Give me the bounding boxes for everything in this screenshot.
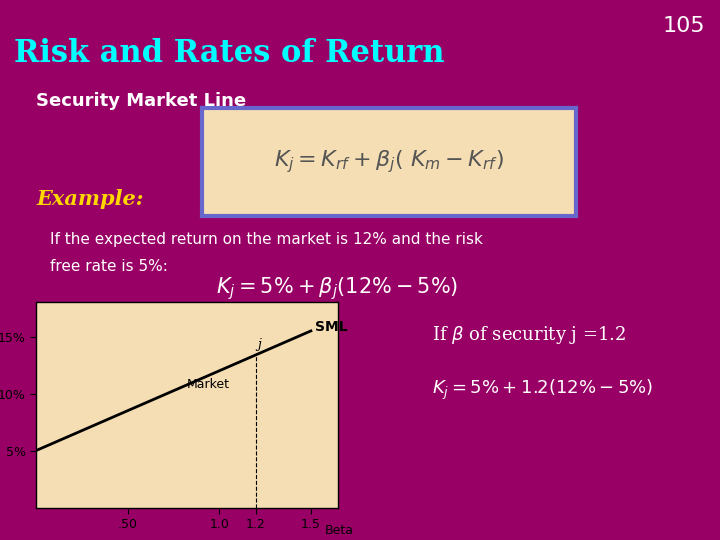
Text: Example:: Example:	[36, 189, 143, 209]
Text: Market: Market	[186, 378, 229, 391]
Text: Risk and Rates of Return: Risk and Rates of Return	[14, 38, 445, 69]
Text: $K_j = 5\%+1.2(12\% - 5\%)$: $K_j = 5\%+1.2(12\% - 5\%)$	[432, 378, 653, 402]
Text: free rate is 5%:: free rate is 5%:	[50, 259, 168, 274]
Text: $K_j  = 5\% + \beta_j(12\% - 5\%)$: $K_j = 5\% + \beta_j(12\% - 5\%)$	[216, 275, 459, 302]
Text: If $\beta$ of security j =1.2: If $\beta$ of security j =1.2	[432, 324, 626, 346]
Text: j: j	[258, 339, 261, 352]
Text: Security Market Line: Security Market Line	[36, 92, 246, 110]
X-axis label: Beta: Beta	[325, 524, 354, 537]
Text: SML: SML	[315, 320, 347, 334]
Text: $K_j  = K_{rf} + \beta_j( \ K_m - K_{rf} )$: $K_j = K_{rf} + \beta_j( \ K_m - K_{rf} …	[274, 148, 504, 176]
Text: 105: 105	[663, 16, 706, 36]
Text: If the expected return on the market is 12% and the risk: If the expected return on the market is …	[50, 232, 483, 247]
